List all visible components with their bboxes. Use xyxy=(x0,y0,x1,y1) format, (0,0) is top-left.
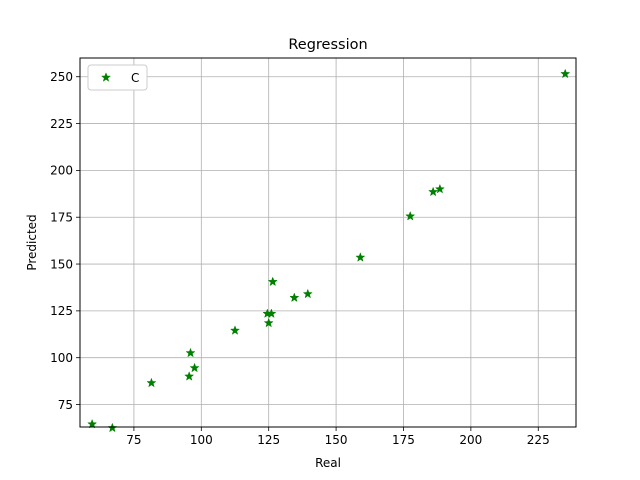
axes: 75 100 125 150 175 200 225 75 100 125 150 175 200 225… xyxy=(50,70,550,447)
y-tick-label: 200 xyxy=(50,164,73,178)
chart-title: Regression xyxy=(288,37,367,53)
data-point xyxy=(87,418,98,429)
data-point xyxy=(185,347,196,358)
data-point xyxy=(263,317,274,328)
y-tick-label: 150 xyxy=(50,257,73,271)
y-tick-label: 75 xyxy=(58,398,73,412)
x-tick-label: 200 xyxy=(459,433,482,447)
data-point xyxy=(289,292,300,303)
y-tick-label: 100 xyxy=(50,351,73,365)
y-tick-label: 125 xyxy=(50,304,73,318)
legend-label: C xyxy=(131,71,139,85)
data-point xyxy=(405,210,416,221)
y-tick-label: 250 xyxy=(50,70,73,84)
x-tick-label: 225 xyxy=(527,433,550,447)
grid-lines xyxy=(80,58,576,427)
data-point xyxy=(146,377,157,388)
x-tick-label: 175 xyxy=(392,433,415,447)
x-tick-label: 75 xyxy=(126,433,141,447)
y-tick-label: 175 xyxy=(50,211,73,225)
plot-frame xyxy=(79,57,577,428)
data-point xyxy=(302,288,313,299)
y-tick-label: 225 xyxy=(50,117,73,131)
data-point xyxy=(355,252,366,262)
x-axis-label: Real xyxy=(315,456,341,470)
legend-box xyxy=(87,64,148,91)
x-tick-label: 150 xyxy=(325,433,348,447)
legend-marker xyxy=(100,72,112,82)
x-tick-label: 100 xyxy=(190,433,213,447)
data-point xyxy=(184,371,195,381)
data-point xyxy=(428,186,439,197)
y-axis-label: Predicted xyxy=(25,214,39,270)
legend-star-icon xyxy=(100,72,112,82)
x-tick-label: 125 xyxy=(257,433,280,447)
data-point xyxy=(560,68,571,79)
legend: C xyxy=(87,64,148,91)
data-point xyxy=(267,276,278,287)
data-point xyxy=(266,308,277,318)
data-point xyxy=(189,362,200,373)
data-point xyxy=(229,325,241,335)
data-point xyxy=(434,183,445,194)
